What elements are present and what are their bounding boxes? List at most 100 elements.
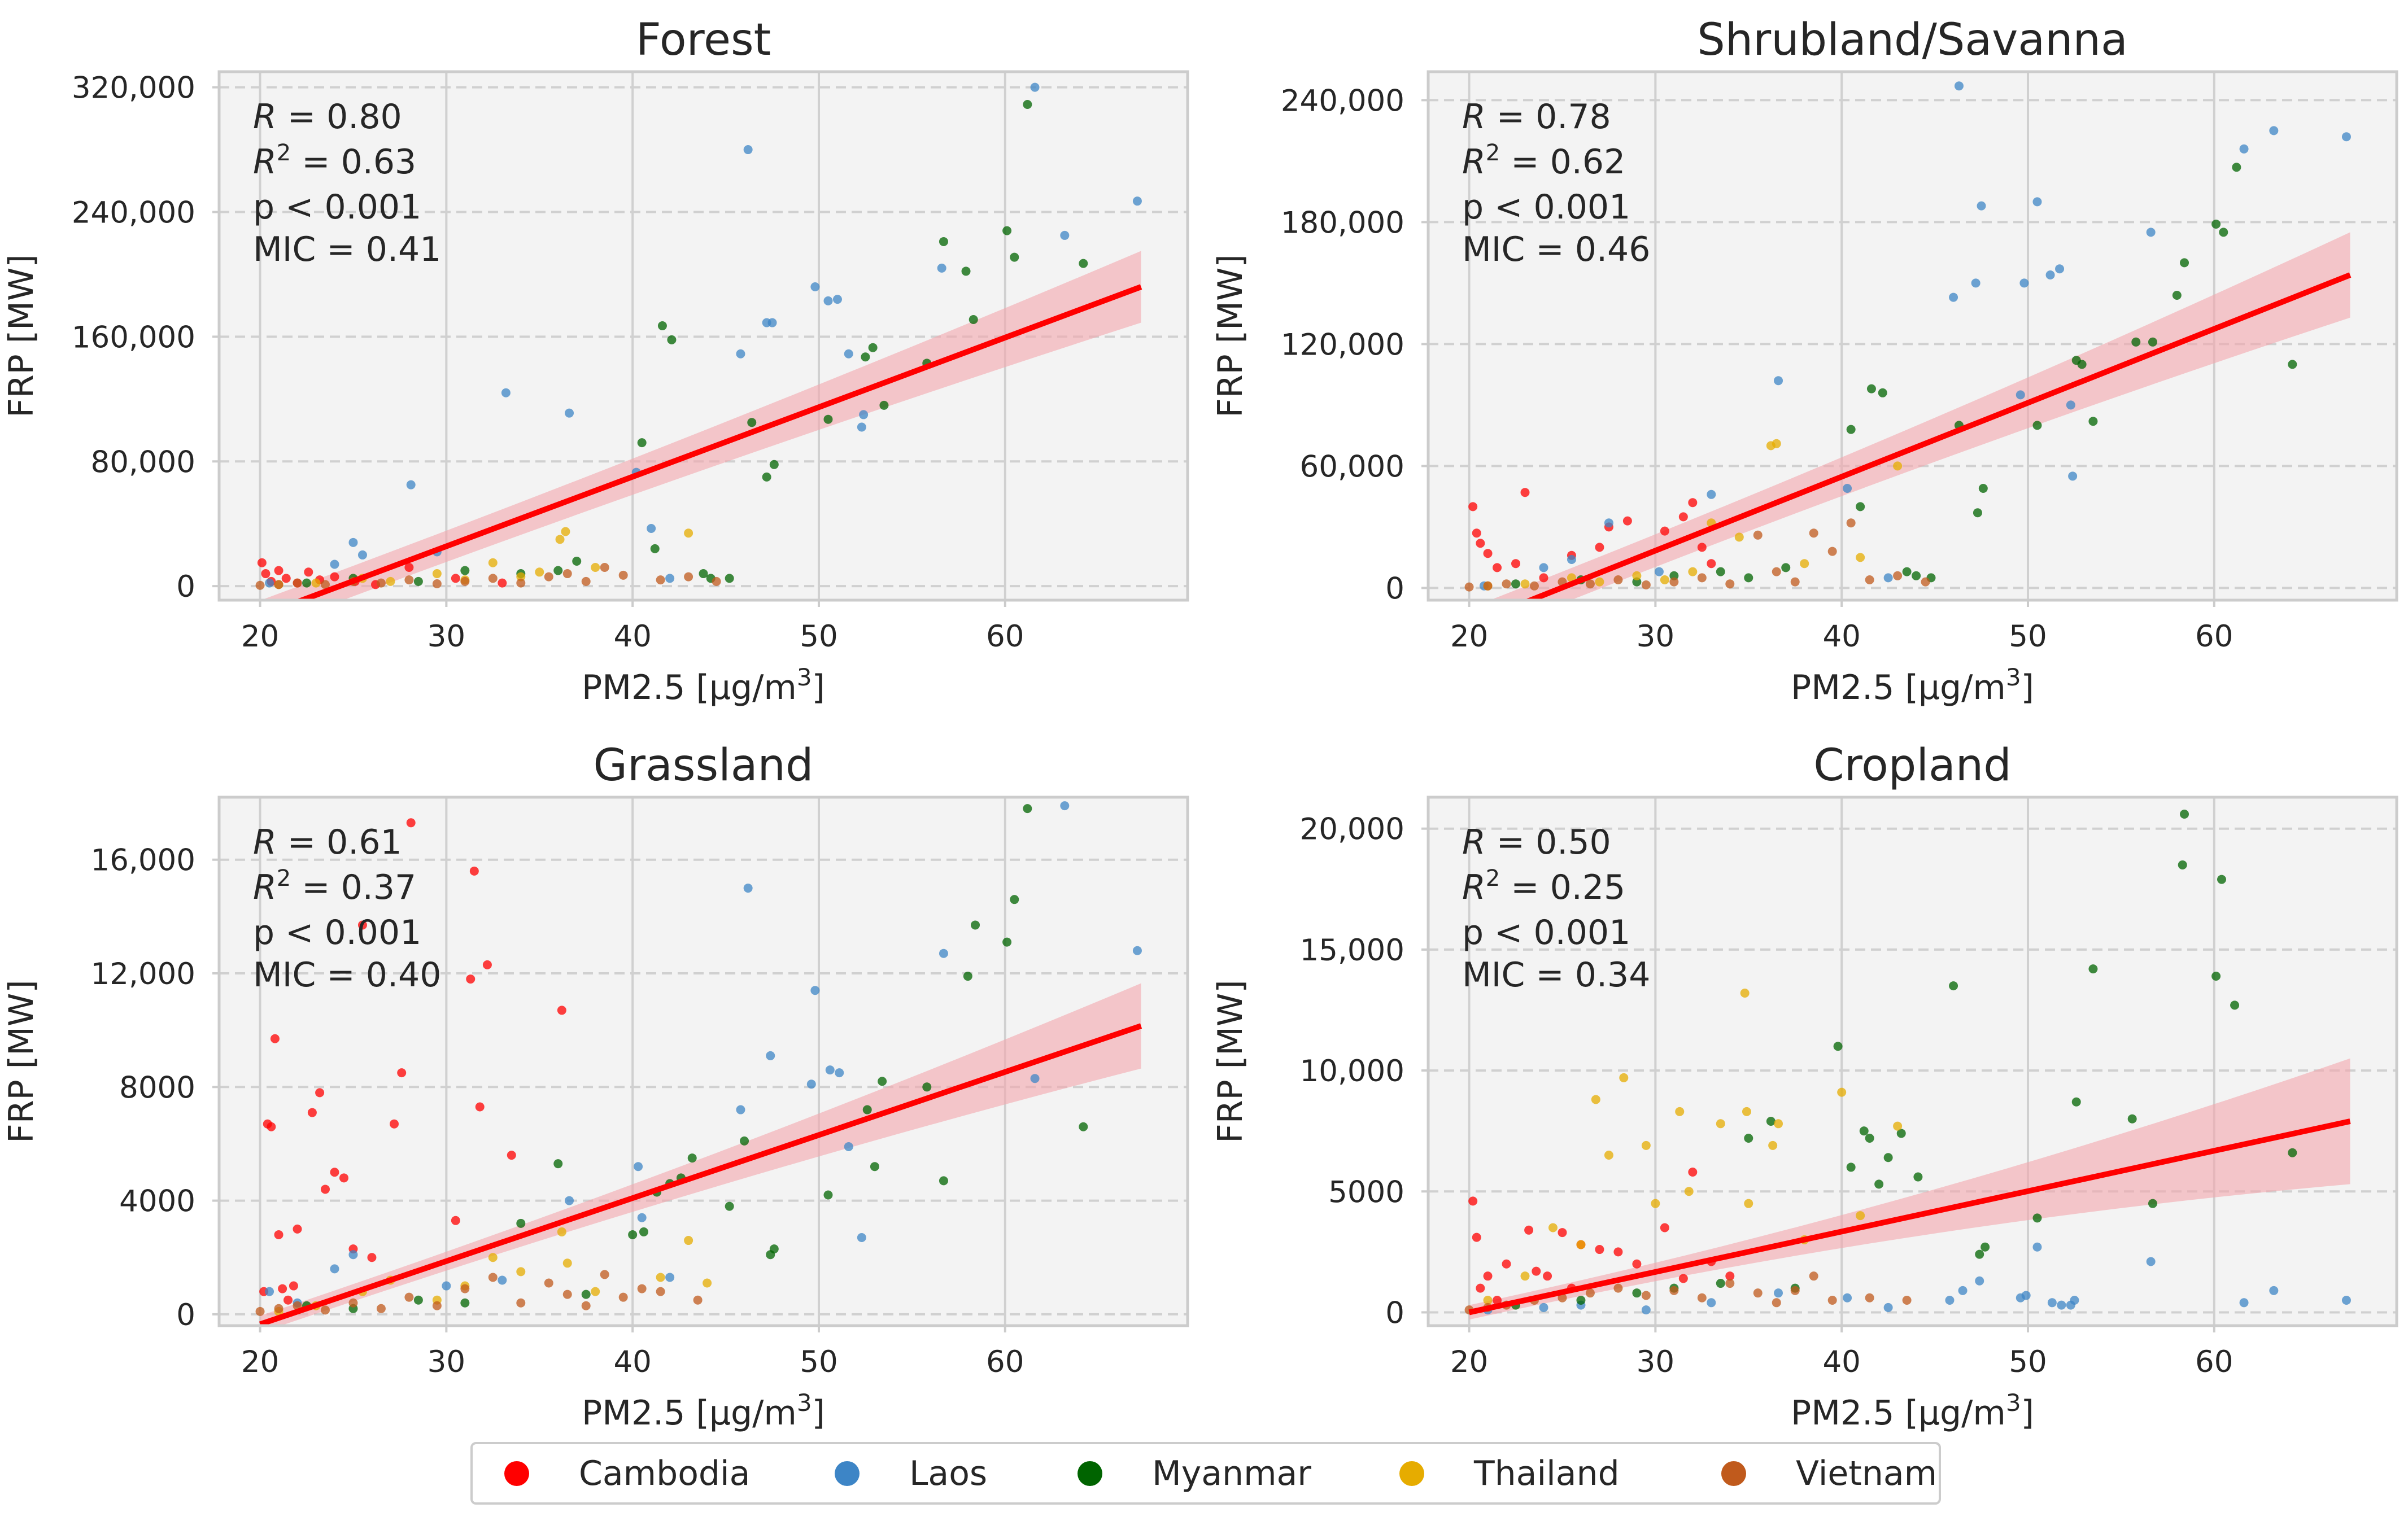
- stat-p: p < 0.001: [1462, 187, 1630, 227]
- legend-marker-thailand: [1399, 1461, 1424, 1486]
- x-tick-label: 20: [1450, 1345, 1488, 1379]
- point-cambodia: [1543, 1271, 1552, 1281]
- point-vietnam: [1464, 582, 1474, 592]
- point-laos: [1954, 81, 1964, 91]
- point-myanmar: [1949, 981, 1958, 991]
- point-laos: [1774, 376, 1783, 386]
- point-myanmar: [2211, 971, 2221, 981]
- point-cambodia: [1472, 1232, 1481, 1242]
- point-myanmar: [1002, 226, 1012, 235]
- point-vietnam: [656, 575, 665, 585]
- point-cambodia: [406, 818, 416, 828]
- plot-area: [1428, 797, 2397, 1326]
- point-vietnam: [274, 580, 283, 589]
- point-thailand: [1591, 1095, 1600, 1104]
- point-cambodia: [1483, 549, 1493, 558]
- point-laos: [1132, 196, 1142, 206]
- data-layer: [255, 801, 1142, 1326]
- point-myanmar: [2032, 421, 2042, 430]
- point-myanmar: [553, 1159, 563, 1169]
- point-vietnam: [684, 572, 693, 582]
- point-cambodia: [1524, 1225, 1534, 1235]
- point-vietnam: [1483, 581, 1493, 591]
- point-laos: [736, 349, 745, 359]
- point-vietnam: [432, 1301, 442, 1310]
- point-vietnam: [293, 578, 302, 588]
- point-thailand: [656, 1273, 665, 1282]
- x-tick-label: 40: [613, 1345, 651, 1379]
- y-tick-label: 15,000: [1300, 933, 1404, 968]
- point-myanmar: [1744, 1134, 1753, 1143]
- point-myanmar: [650, 544, 660, 553]
- point-thailand: [1856, 553, 1865, 562]
- point-cambodia: [274, 566, 283, 575]
- point-myanmar: [1846, 1162, 1856, 1172]
- stat-p: p < 0.001: [1462, 913, 1630, 952]
- point-laos: [1641, 1305, 1651, 1315]
- legend: Cambodia Laos Myanmar Thailand Vietnam: [470, 1442, 1941, 1505]
- point-myanmar: [1010, 252, 1019, 262]
- point-cambodia: [293, 1224, 302, 1234]
- point-laos: [1539, 1303, 1548, 1312]
- point-myanmar: [2180, 809, 2189, 819]
- point-myanmar: [762, 472, 771, 482]
- point-laos: [2239, 144, 2249, 154]
- legend-label-laos: Laos: [909, 1454, 987, 1493]
- point-myanmar: [2178, 860, 2187, 869]
- point-cambodia: [1472, 528, 1481, 538]
- stat-r: R = 0.50: [1462, 823, 1611, 862]
- point-myanmar: [1975, 1249, 1984, 1259]
- x-tick-label: 50: [800, 619, 837, 654]
- point-laos: [2269, 126, 2279, 136]
- point-myanmar: [1978, 484, 1988, 493]
- point-laos: [1132, 946, 1142, 955]
- point-laos: [810, 282, 820, 292]
- point-cambodia: [1595, 543, 1604, 552]
- point-thailand: [684, 1236, 693, 1245]
- point-myanmar: [969, 315, 978, 325]
- point-vietnam: [1585, 1288, 1595, 1298]
- point-laos: [406, 480, 416, 489]
- point-myanmar: [1866, 384, 1876, 394]
- point-laos: [2146, 1257, 2156, 1266]
- regression-line: [294, 284, 1142, 600]
- point-vietnam: [1865, 575, 1874, 584]
- point-myanmar: [961, 266, 971, 276]
- point-laos: [1030, 82, 1040, 92]
- point-vietnam: [1865, 1293, 1874, 1303]
- point-myanmar: [1874, 1179, 1884, 1189]
- point-vietnam: [1669, 577, 1679, 587]
- point-vietnam: [562, 569, 572, 579]
- point-myanmar: [1913, 1172, 1923, 1182]
- legend-label-vietnam: Vietnam: [1796, 1454, 1937, 1493]
- point-cambodia: [1678, 512, 1688, 522]
- y-tick-label: 12,000: [91, 957, 195, 991]
- point-cambodia: [278, 1284, 287, 1293]
- point-thailand: [1641, 1140, 1651, 1150]
- point-cambodia: [274, 1230, 283, 1239]
- point-myanmar: [2071, 1097, 2081, 1107]
- x-tick-label: 50: [2009, 1345, 2047, 1379]
- point-myanmar: [1846, 425, 1856, 434]
- point-vietnam: [544, 572, 553, 582]
- x-tick-label: 50: [2009, 619, 2047, 654]
- point-cambodia: [397, 1068, 407, 1078]
- point-cambodia: [1595, 1245, 1604, 1255]
- point-myanmar: [2288, 360, 2297, 369]
- point-myanmar: [1902, 567, 1912, 576]
- point-cambodia: [1660, 1223, 1669, 1232]
- point-myanmar: [1632, 1288, 1642, 1298]
- point-thailand: [311, 578, 321, 588]
- point-cambodia: [357, 920, 367, 930]
- y-tick-label: 320,000: [72, 71, 195, 106]
- x-tick-label: 60: [986, 1345, 1024, 1379]
- panel-cropland: 20 30 40 50 60 0 5000 10,000 15,000 20,000 Croplan…: [1211, 740, 2398, 1433]
- point-vietnam: [618, 1292, 628, 1302]
- x-axis-label: PM2.5 [µg/m3]: [1791, 1389, 2034, 1433]
- point-myanmar: [861, 352, 870, 362]
- point-laos: [2057, 1300, 2066, 1310]
- point-vietnam: [1753, 530, 1763, 540]
- x-tick-label: 20: [1450, 619, 1488, 654]
- point-laos: [1843, 484, 1852, 493]
